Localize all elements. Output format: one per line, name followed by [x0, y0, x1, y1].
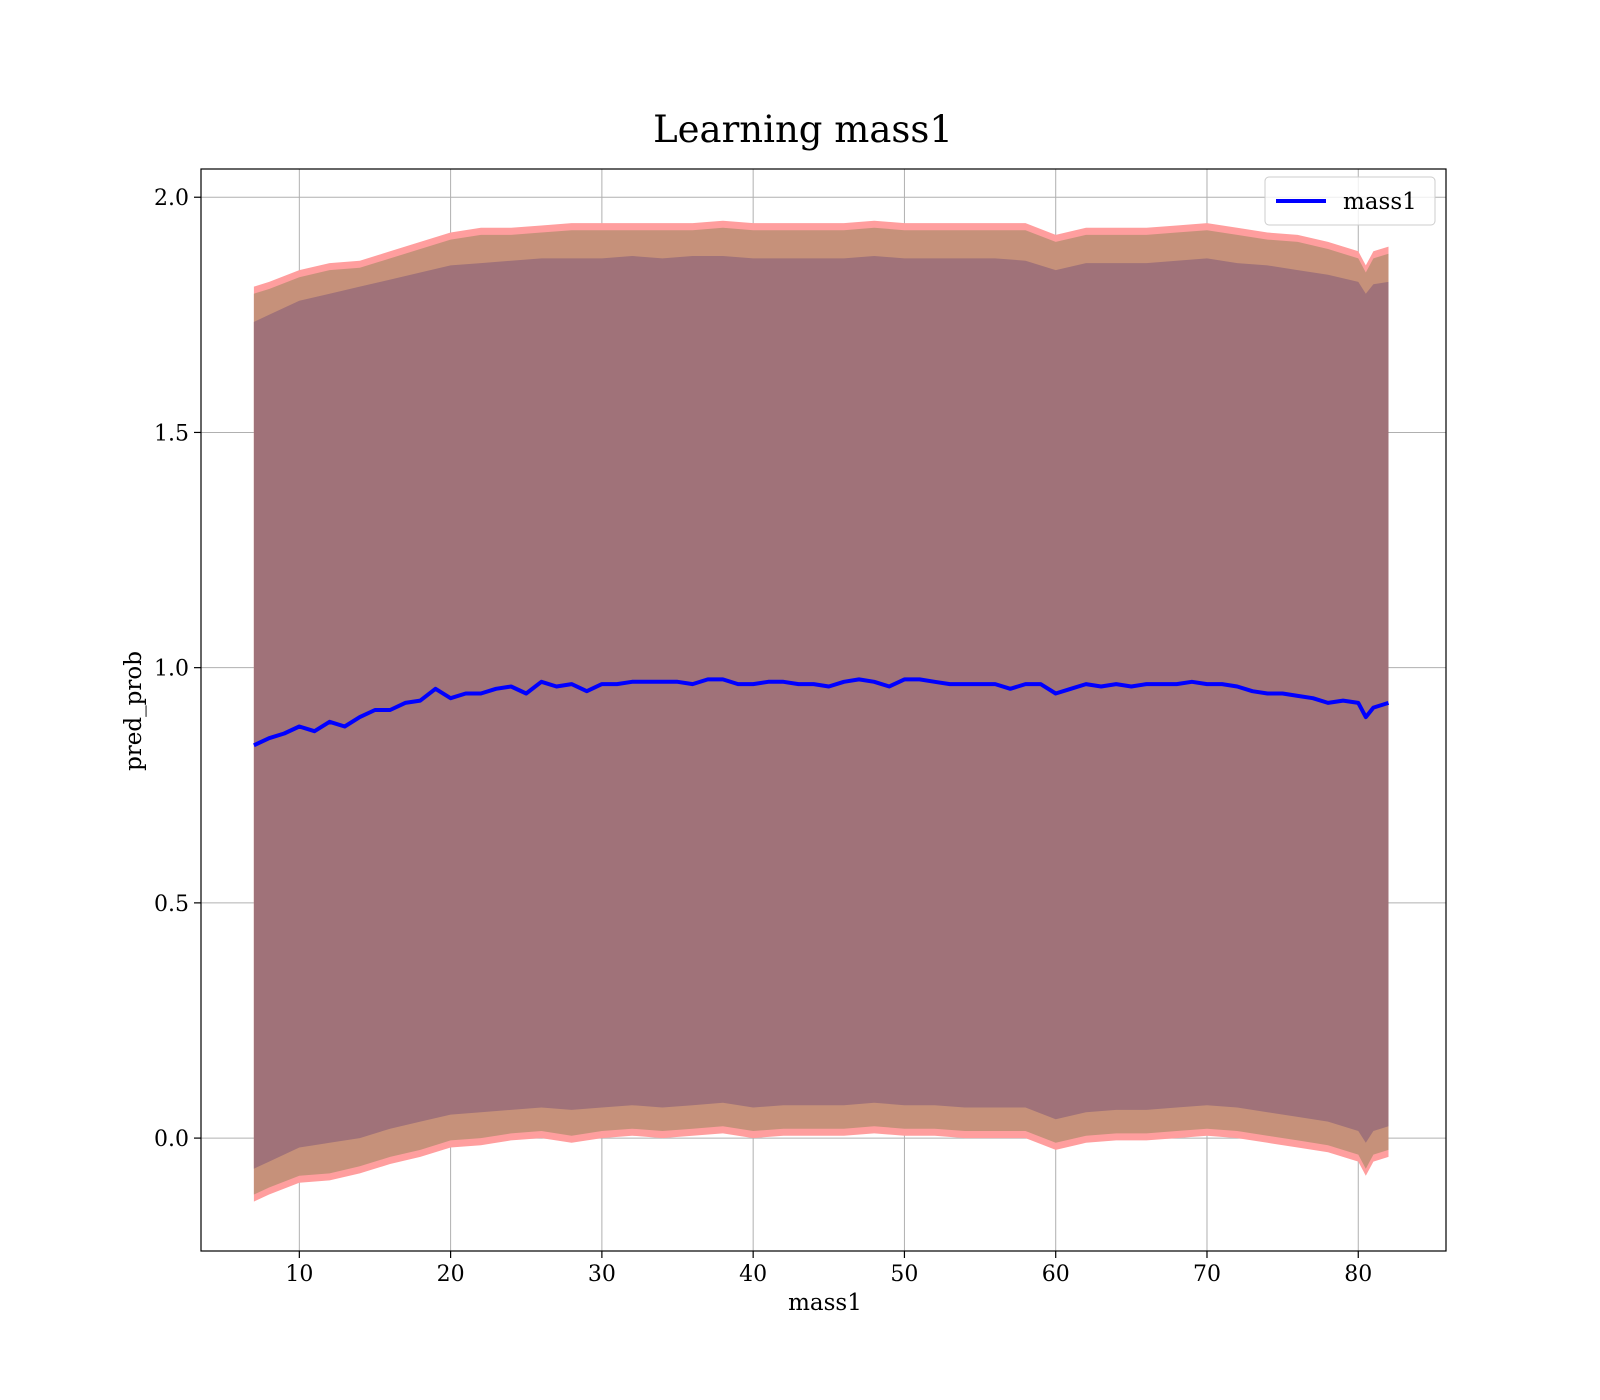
x-tick-label: 30: [588, 1262, 616, 1287]
x-axis-ticks: 10 20 30 40 50 60 70 80: [285, 1251, 1372, 1287]
x-tick-label: 50: [890, 1262, 918, 1287]
y-tick-label: 1.0: [154, 657, 189, 682]
x-tick-label: 80: [1344, 1262, 1372, 1287]
y-axis-ticks: 0.0 0.5 1.0 1.5 2.0: [154, 186, 201, 1152]
x-tick-label: 40: [739, 1262, 767, 1287]
x-tick-label: 60: [1042, 1262, 1070, 1287]
plot-frame: [200, 168, 1447, 1252]
legend-box: [1264, 176, 1436, 226]
mean-line-layer: [253, 677, 1390, 748]
y-tick-label: 2.0: [154, 186, 189, 211]
y-tick-label: 0.5: [154, 892, 189, 917]
band-inner: [253, 256, 1389, 1169]
plot-area: [200, 168, 1447, 1252]
uncertainty-bands: [253, 220, 1389, 1202]
x-axis-label: mass1: [788, 1290, 862, 1316]
y-axis-label: pred_prob: [121, 651, 147, 771]
legend-label-mass1: mass1: [1343, 189, 1417, 215]
y-tick-label: 1.5: [154, 421, 189, 446]
x-tick-label: 10: [285, 1262, 313, 1287]
series-line-mass1: [253, 677, 1390, 748]
x-tick-label: 70: [1193, 1262, 1221, 1287]
legend: mass1: [1264, 176, 1436, 226]
x-tick-label: 20: [437, 1262, 465, 1287]
chart-title: Learning mass1: [653, 108, 953, 151]
y-tick-label: 0.0: [154, 1127, 189, 1152]
